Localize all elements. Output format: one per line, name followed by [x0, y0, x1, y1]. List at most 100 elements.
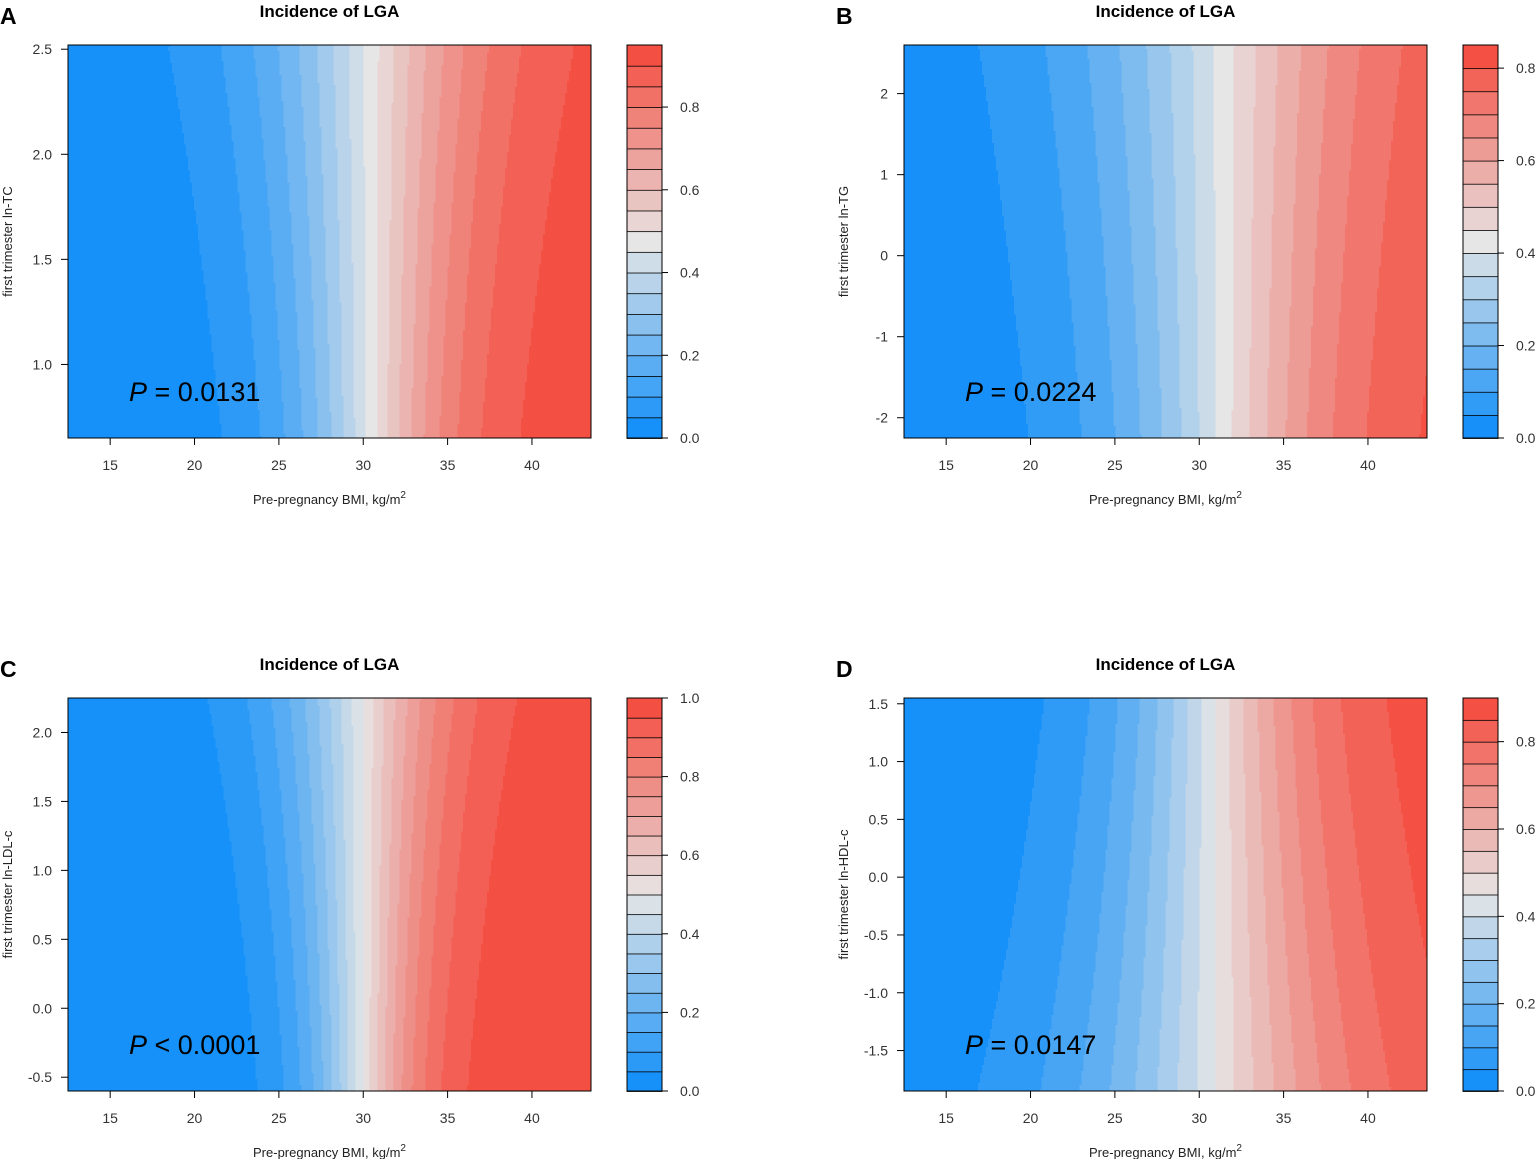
- x-axis-label-superscript: 2: [1236, 490, 1242, 501]
- y-axis-label: first trimester ln-TC: [0, 186, 15, 297]
- x-axis-label: Pre-pregnancy BMI, kg/m2: [1089, 490, 1242, 507]
- colorbar-tick-label: 0.0: [1516, 1083, 1536, 1099]
- x-tick-label: 30: [355, 457, 371, 473]
- chart-title: Incidence of LGA: [260, 2, 400, 21]
- y-tick-label: 1.5: [33, 793, 53, 809]
- colorbar-level: [626, 992, 663, 1014]
- colorbar-tick-label: 0.2: [1516, 996, 1536, 1012]
- x-tick-label: 20: [1023, 1110, 1039, 1126]
- y-axis: -2 -1 0 1 2: [876, 86, 904, 426]
- y-axis: -0.5 0.0 0.5 1.0 1.5 2.0: [28, 724, 68, 1085]
- contour-field: [904, 698, 1427, 1091]
- colorbar-tick-label: 0.4: [1516, 245, 1536, 261]
- p-value-annotation: P = 0.0131: [129, 377, 260, 407]
- x-tick-label: 35: [440, 457, 456, 473]
- panel-letter: B: [836, 3, 853, 29]
- x-axis-label-text: Pre-pregnancy BMI, kg/m: [253, 492, 400, 507]
- x-tick-label: 15: [102, 457, 118, 473]
- plot-frame: [67, 44, 592, 439]
- x-axis-label-text: Pre-pregnancy BMI, kg/m: [253, 1145, 400, 1159]
- colorbar-level: [626, 815, 663, 837]
- colorbar-frame: [626, 44, 663, 439]
- colorbar-level: [626, 874, 663, 896]
- colorbar-level: [626, 795, 663, 817]
- colorbar-level: [626, 953, 663, 975]
- colorbar: 0.0 0.2 0.4 0.6 0.8: [1462, 697, 1536, 1099]
- colorbar-level: [1462, 391, 1499, 416]
- colorbar-level: [1462, 322, 1499, 347]
- colorbar-level: [1462, 368, 1499, 393]
- colorbar-level: [626, 717, 663, 739]
- x-tick-label: 40: [1360, 1110, 1376, 1126]
- colorbar-tick-label: 0.2: [680, 1004, 700, 1020]
- colorbar-level: [626, 1070, 663, 1092]
- y-tick-label: 2.0: [33, 146, 53, 162]
- colorbar-level: [1462, 937, 1499, 961]
- colorbar-level: [1462, 252, 1499, 278]
- p-value-text: = 0.0147: [983, 1030, 1096, 1060]
- x-tick-label: 40: [524, 457, 540, 473]
- colorbar-tick-label: 0.2: [1516, 338, 1536, 354]
- y-tick-label: 0.5: [33, 931, 53, 947]
- y-tick-label: -1: [876, 329, 889, 345]
- colorbar-frame: [1462, 44, 1499, 439]
- x-tick-label: 30: [1191, 457, 1207, 473]
- x-axis-label-superscript: 2: [1236, 1143, 1242, 1154]
- x-axis-label-superscript: 2: [400, 490, 406, 501]
- colorbar-level: [1462, 1046, 1499, 1071]
- x-tick-label: 40: [524, 1110, 540, 1126]
- colorbar-level: [626, 334, 663, 357]
- x-axis-label: Pre-pregnancy BMI, kg/m2: [253, 1143, 406, 1159]
- colorbar-tick-label: 0.4: [1516, 908, 1536, 924]
- p-value-symbol: P: [965, 377, 983, 407]
- y-axis: -1.5 -1.0 -0.5 0.0 0.5 1.0 1.5: [864, 696, 904, 1059]
- contour-field: [904, 45, 1427, 438]
- colorbar: 0.0 0.2 0.4 0.6 0.8 1.0: [626, 690, 700, 1099]
- panel-A: A Incidence of LGA 15 20 25 30 35 40 Pre-pregnan…: [0, 2, 700, 507]
- x-axis-label-superscript: 2: [400, 1143, 406, 1154]
- colorbar-level: [626, 835, 663, 857]
- colorbar-tick-label: 0.6: [680, 847, 700, 863]
- panel-letter: A: [0, 3, 17, 29]
- x-tick-label: 35: [1276, 457, 1292, 473]
- colorbar-frame: [626, 697, 663, 1092]
- colorbar-level: [1462, 1068, 1499, 1092]
- colorbar-level: [626, 44, 663, 67]
- colorbar-level: [626, 416, 663, 439]
- plot-frame: [903, 697, 1428, 1092]
- x-axis: 15 20 25 30 35 40: [938, 438, 1376, 473]
- p-value-annotation: P = 0.0147: [965, 1030, 1096, 1060]
- colorbar-tick-label: 0.4: [680, 265, 700, 281]
- colorbar-level: [1462, 784, 1499, 809]
- colorbar-tick-label: 0.2: [680, 347, 700, 363]
- colorbar-level: [626, 972, 663, 994]
- x-tick-label: 25: [271, 457, 287, 473]
- x-axis-label-text: Pre-pregnancy BMI, kg/m: [1089, 1145, 1236, 1159]
- x-tick-label: 30: [1191, 1110, 1207, 1126]
- colorbar-level: [1462, 828, 1499, 852]
- colorbar-level: [1462, 981, 1499, 1005]
- colorbar-tick-label: 0.8: [680, 769, 700, 785]
- x-axis-label: Pre-pregnancy BMI, kg/m2: [1089, 1143, 1242, 1159]
- colorbar-level: [1462, 113, 1499, 139]
- colorbar-level: [1462, 229, 1499, 254]
- panel-letter: D: [836, 656, 853, 682]
- p-value-text: < 0.0001: [147, 1030, 260, 1060]
- colorbar-level: [1462, 160, 1499, 185]
- colorbar-tick-label: 0.6: [1516, 821, 1536, 837]
- x-axis-label: Pre-pregnancy BMI, kg/m2: [253, 490, 406, 507]
- colorbar: 0.0 0.2 0.4 0.6 0.8: [1462, 44, 1536, 446]
- y-axis-label: first trimester ln-LDL-c: [0, 830, 15, 958]
- colorbar-level: [1462, 872, 1499, 896]
- y-tick-label: -0.5: [28, 1069, 52, 1085]
- x-tick-label: 35: [1276, 1110, 1292, 1126]
- p-value-symbol: P: [129, 1030, 147, 1060]
- y-tick-label: 1.5: [869, 696, 889, 712]
- colorbar-level: [626, 756, 663, 778]
- colorbar-level: [626, 189, 663, 212]
- y-tick-label: 1.5: [33, 251, 53, 267]
- colorbar-level: [626, 168, 663, 191]
- p-value-annotation: P < 0.0001: [129, 1030, 260, 1060]
- plot-frame: [67, 697, 592, 1092]
